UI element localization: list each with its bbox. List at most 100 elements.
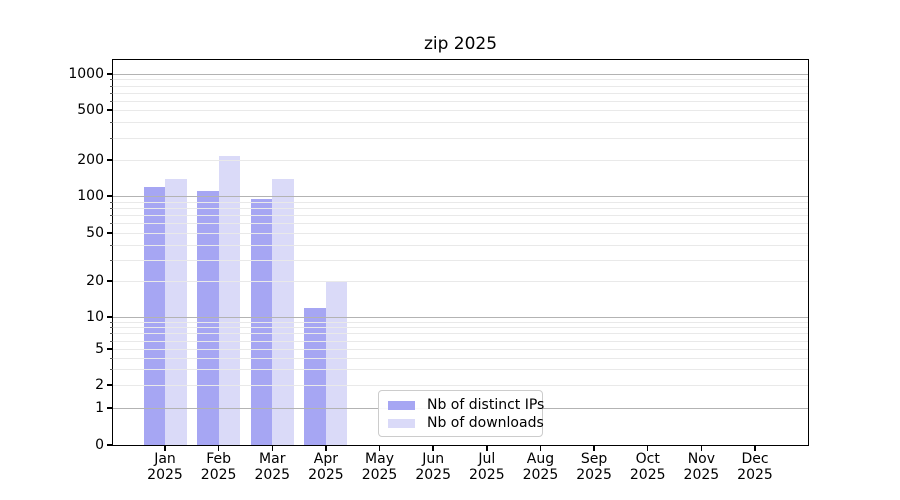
x-tick [754,446,756,451]
y-tick-label: 200 [77,152,104,168]
y-tick-label: 50 [86,225,104,241]
x-tick [539,446,542,451]
x-tick [271,446,274,451]
x-tick [164,446,166,451]
bar-distinct-ips-apr [304,307,326,445]
legend-label-downloads: Nb of downloads [427,415,544,431]
gridline-minor [113,369,808,371]
y-tick [107,384,112,386]
gridline-minor [113,79,808,81]
y-tick-label: 5 [95,341,104,357]
gridline-minor [113,110,808,111]
gridline-minor [113,92,808,94]
x-tick-label: Sep 2025 [576,451,612,483]
y-tick-label: 100 [77,188,104,204]
gridline-minor [113,259,808,261]
y-minor-tick [109,333,113,335]
gridline-minor [113,223,808,225]
gridline-minor [113,85,808,87]
y-tick [107,195,112,197]
x-tick [700,446,703,451]
gridline-major [113,317,808,318]
x-tick-label: Apr 2025 [308,451,344,483]
bar-downloads-apr [325,281,348,445]
y-minor-tick [109,215,113,217]
y-tick [107,348,112,350]
y-minor-tick [109,201,113,203]
x-tick-label: Jan 2025 [147,451,183,483]
gridline-minor [113,281,808,282]
x-tick [646,446,649,451]
gridline-minor [113,385,808,386]
legend: Nb of distinct IPs Nb of downloads [378,390,544,437]
y-minor-tick [109,244,113,246]
bar-distinct-ips-feb [197,191,219,445]
gridline-minor [113,357,808,359]
y-minor-tick [109,79,113,81]
y-minor-tick [109,122,113,124]
x-tick-label: Dec 2025 [737,451,773,483]
bar-downloads-mar [272,178,294,445]
gridline-minor [113,340,808,342]
y-minor-tick [109,369,113,371]
y-tick-label: 1 [95,400,104,416]
y-minor-tick [109,327,113,329]
legend-item-downloads: Nb of downloads [388,415,544,431]
y-tick [107,73,112,75]
y-tick-label: 500 [77,102,104,118]
gridline-minor [113,160,808,161]
y-minor-tick [109,340,113,342]
gridline-major [113,74,808,75]
legend-item-distinct-ips: Nb of distinct IPs [388,397,544,413]
chart-title: zip 2025 [423,34,498,54]
gridline-minor [113,321,808,323]
y-minor-tick [109,357,113,359]
gridline-minor [113,201,808,203]
x-tick-label: Mar 2025 [254,451,291,483]
gridline-minor [113,137,808,139]
y-minor-tick [109,207,113,209]
x-tick [378,446,381,451]
x-tick-label: Jul 2025 [468,451,505,483]
y-minor-tick [109,100,113,102]
plot-area [113,60,808,445]
gridline-minor [113,207,808,209]
x-tick [593,446,595,451]
y-tick [107,280,112,282]
gridline-minor [113,100,808,102]
y-minor-tick [109,259,113,261]
x-tick [217,446,220,451]
y-minor-tick [109,223,113,225]
x-tick-label: Nov 2025 [683,451,720,483]
x-tick [432,446,434,451]
gridline-major [113,196,808,197]
y-minor-tick [109,85,113,87]
legend-label-distinct-ips: Nb of distinct IPs [427,397,545,413]
x-tick [486,446,488,451]
bar-distinct-ips-jan [143,186,165,445]
x-tick-label: Oct 2025 [629,451,666,483]
y-tick [107,316,112,318]
x-tick-label: Aug 2025 [522,451,559,483]
x-tick-label: Jun 2025 [415,451,451,483]
gridline-minor [113,333,808,335]
y-minor-tick [109,92,113,94]
bar-downloads-feb [218,156,241,445]
legend-swatch-downloads [388,418,415,428]
gridline-minor [113,233,808,234]
y-tick-label: 0 [95,437,104,453]
y-tick-label: 1000 [68,66,104,82]
x-tick-label: May 2025 [361,451,398,483]
y-tick-label: 20 [86,273,104,289]
y-minor-tick [109,137,113,139]
y-tick [107,407,112,409]
y-minor-tick [109,321,113,323]
gridline-minor [113,349,808,350]
x-tick [325,446,327,451]
y-tick [107,232,112,234]
gridline-minor [113,122,808,124]
legend-swatch-distinct-ips [388,400,415,410]
y-tick-label: 10 [86,309,104,325]
y-tick-label: 2 [95,377,104,393]
